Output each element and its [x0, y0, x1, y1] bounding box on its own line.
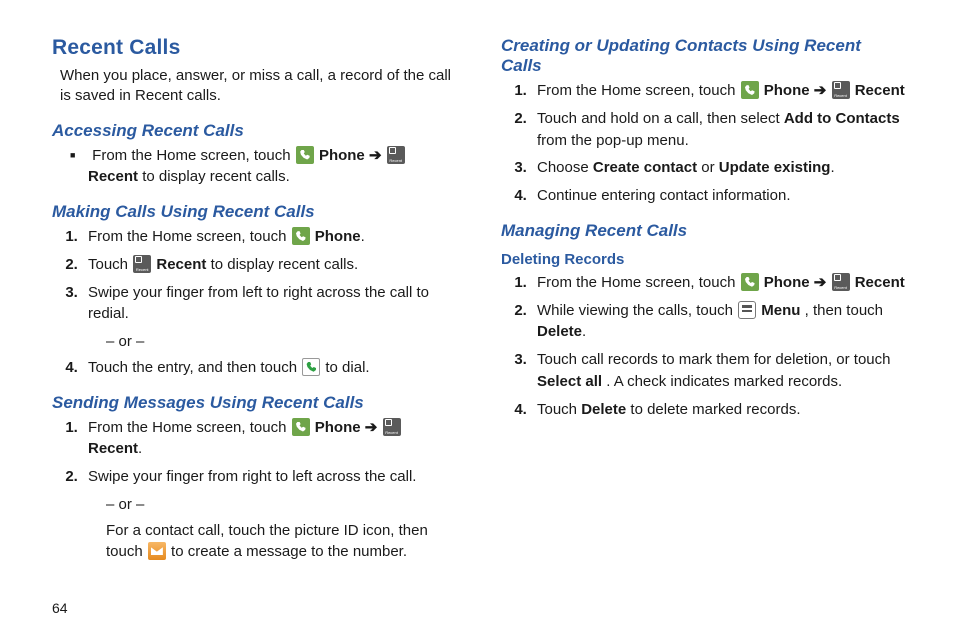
subheading-sending-messages: Sending Messages Using Recent Calls — [52, 393, 457, 413]
dial-icon — [302, 358, 320, 376]
step-item: Touch Delete to delete marked records. — [531, 399, 906, 421]
subheading-accessing: Accessing Recent Calls — [52, 121, 457, 141]
manual-page: Recent Calls When you place, answer, or … — [0, 0, 954, 587]
step-list: From the Home screen, touch Phone ➔ Rece… — [82, 417, 457, 488]
subheading-making-calls: Making Calls Using Recent Calls — [52, 202, 457, 222]
bullet-list: From the Home screen, touch Phone ➔ Rece… — [82, 145, 457, 189]
step-list: Touch the entry, and then touch to dial. — [82, 357, 457, 379]
phone-icon — [296, 146, 314, 164]
recent-icon — [133, 255, 151, 273]
step-list: From the Home screen, touch Phone. Touch… — [82, 226, 457, 325]
page-number: 64 — [52, 600, 68, 616]
step-item: Touch call records to mark them for dele… — [531, 349, 906, 393]
step-item: Choose Create contact or Update existing… — [531, 157, 906, 179]
phone-icon — [741, 273, 759, 291]
section-title: Recent Calls — [52, 36, 457, 60]
sub-note: For a contact call, touch the picture ID… — [106, 520, 457, 564]
intro-text: When you place, answer, or miss a call, … — [60, 66, 457, 107]
step-item: Touch and hold on a call, then select Ad… — [531, 108, 906, 152]
recent-icon — [832, 273, 850, 291]
subheading-creating-contacts: Creating or Updating Contacts Using Rece… — [501, 36, 906, 76]
step-item: Swipe your finger from right to left acr… — [82, 466, 457, 488]
phone-icon — [741, 81, 759, 99]
phone-icon — [292, 418, 310, 436]
step-item: From the Home screen, touch Phone ➔ Rece… — [531, 272, 906, 294]
recent-icon — [383, 418, 401, 436]
or-divider: – or – — [106, 331, 457, 353]
menu-icon — [738, 301, 756, 319]
recent-icon — [832, 81, 850, 99]
right-column: Creating or Updating Contacts Using Rece… — [501, 30, 906, 567]
step-item: While viewing the calls, touch Menu , th… — [531, 300, 906, 344]
subheading-managing: Managing Recent Calls — [501, 221, 906, 241]
phone-icon — [292, 227, 310, 245]
step-item: Continue entering contact information. — [531, 185, 906, 207]
step-item: From the Home screen, touch Phone ➔ Rece… — [531, 80, 906, 102]
step-item: Touch the entry, and then touch to dial. — [82, 357, 457, 379]
message-icon — [148, 542, 166, 560]
step-item: Touch Recent to display recent calls. — [82, 254, 457, 276]
step-item: From the Home screen, touch Phone ➔ Rece… — [82, 417, 457, 461]
step-item: From the Home screen, touch Phone. — [82, 226, 457, 248]
step-list: From the Home screen, touch Phone ➔ Rece… — [531, 80, 906, 207]
subsubheading-deleting: Deleting Records — [501, 251, 906, 268]
or-divider: – or – — [106, 494, 457, 516]
bullet-item: From the Home screen, touch Phone ➔ Rece… — [82, 145, 457, 189]
recent-icon — [387, 146, 405, 164]
left-column: Recent Calls When you place, answer, or … — [52, 30, 457, 567]
step-list: From the Home screen, touch Phone ➔ Rece… — [531, 272, 906, 421]
step-item: Swipe your finger from left to right acr… — [82, 282, 457, 326]
